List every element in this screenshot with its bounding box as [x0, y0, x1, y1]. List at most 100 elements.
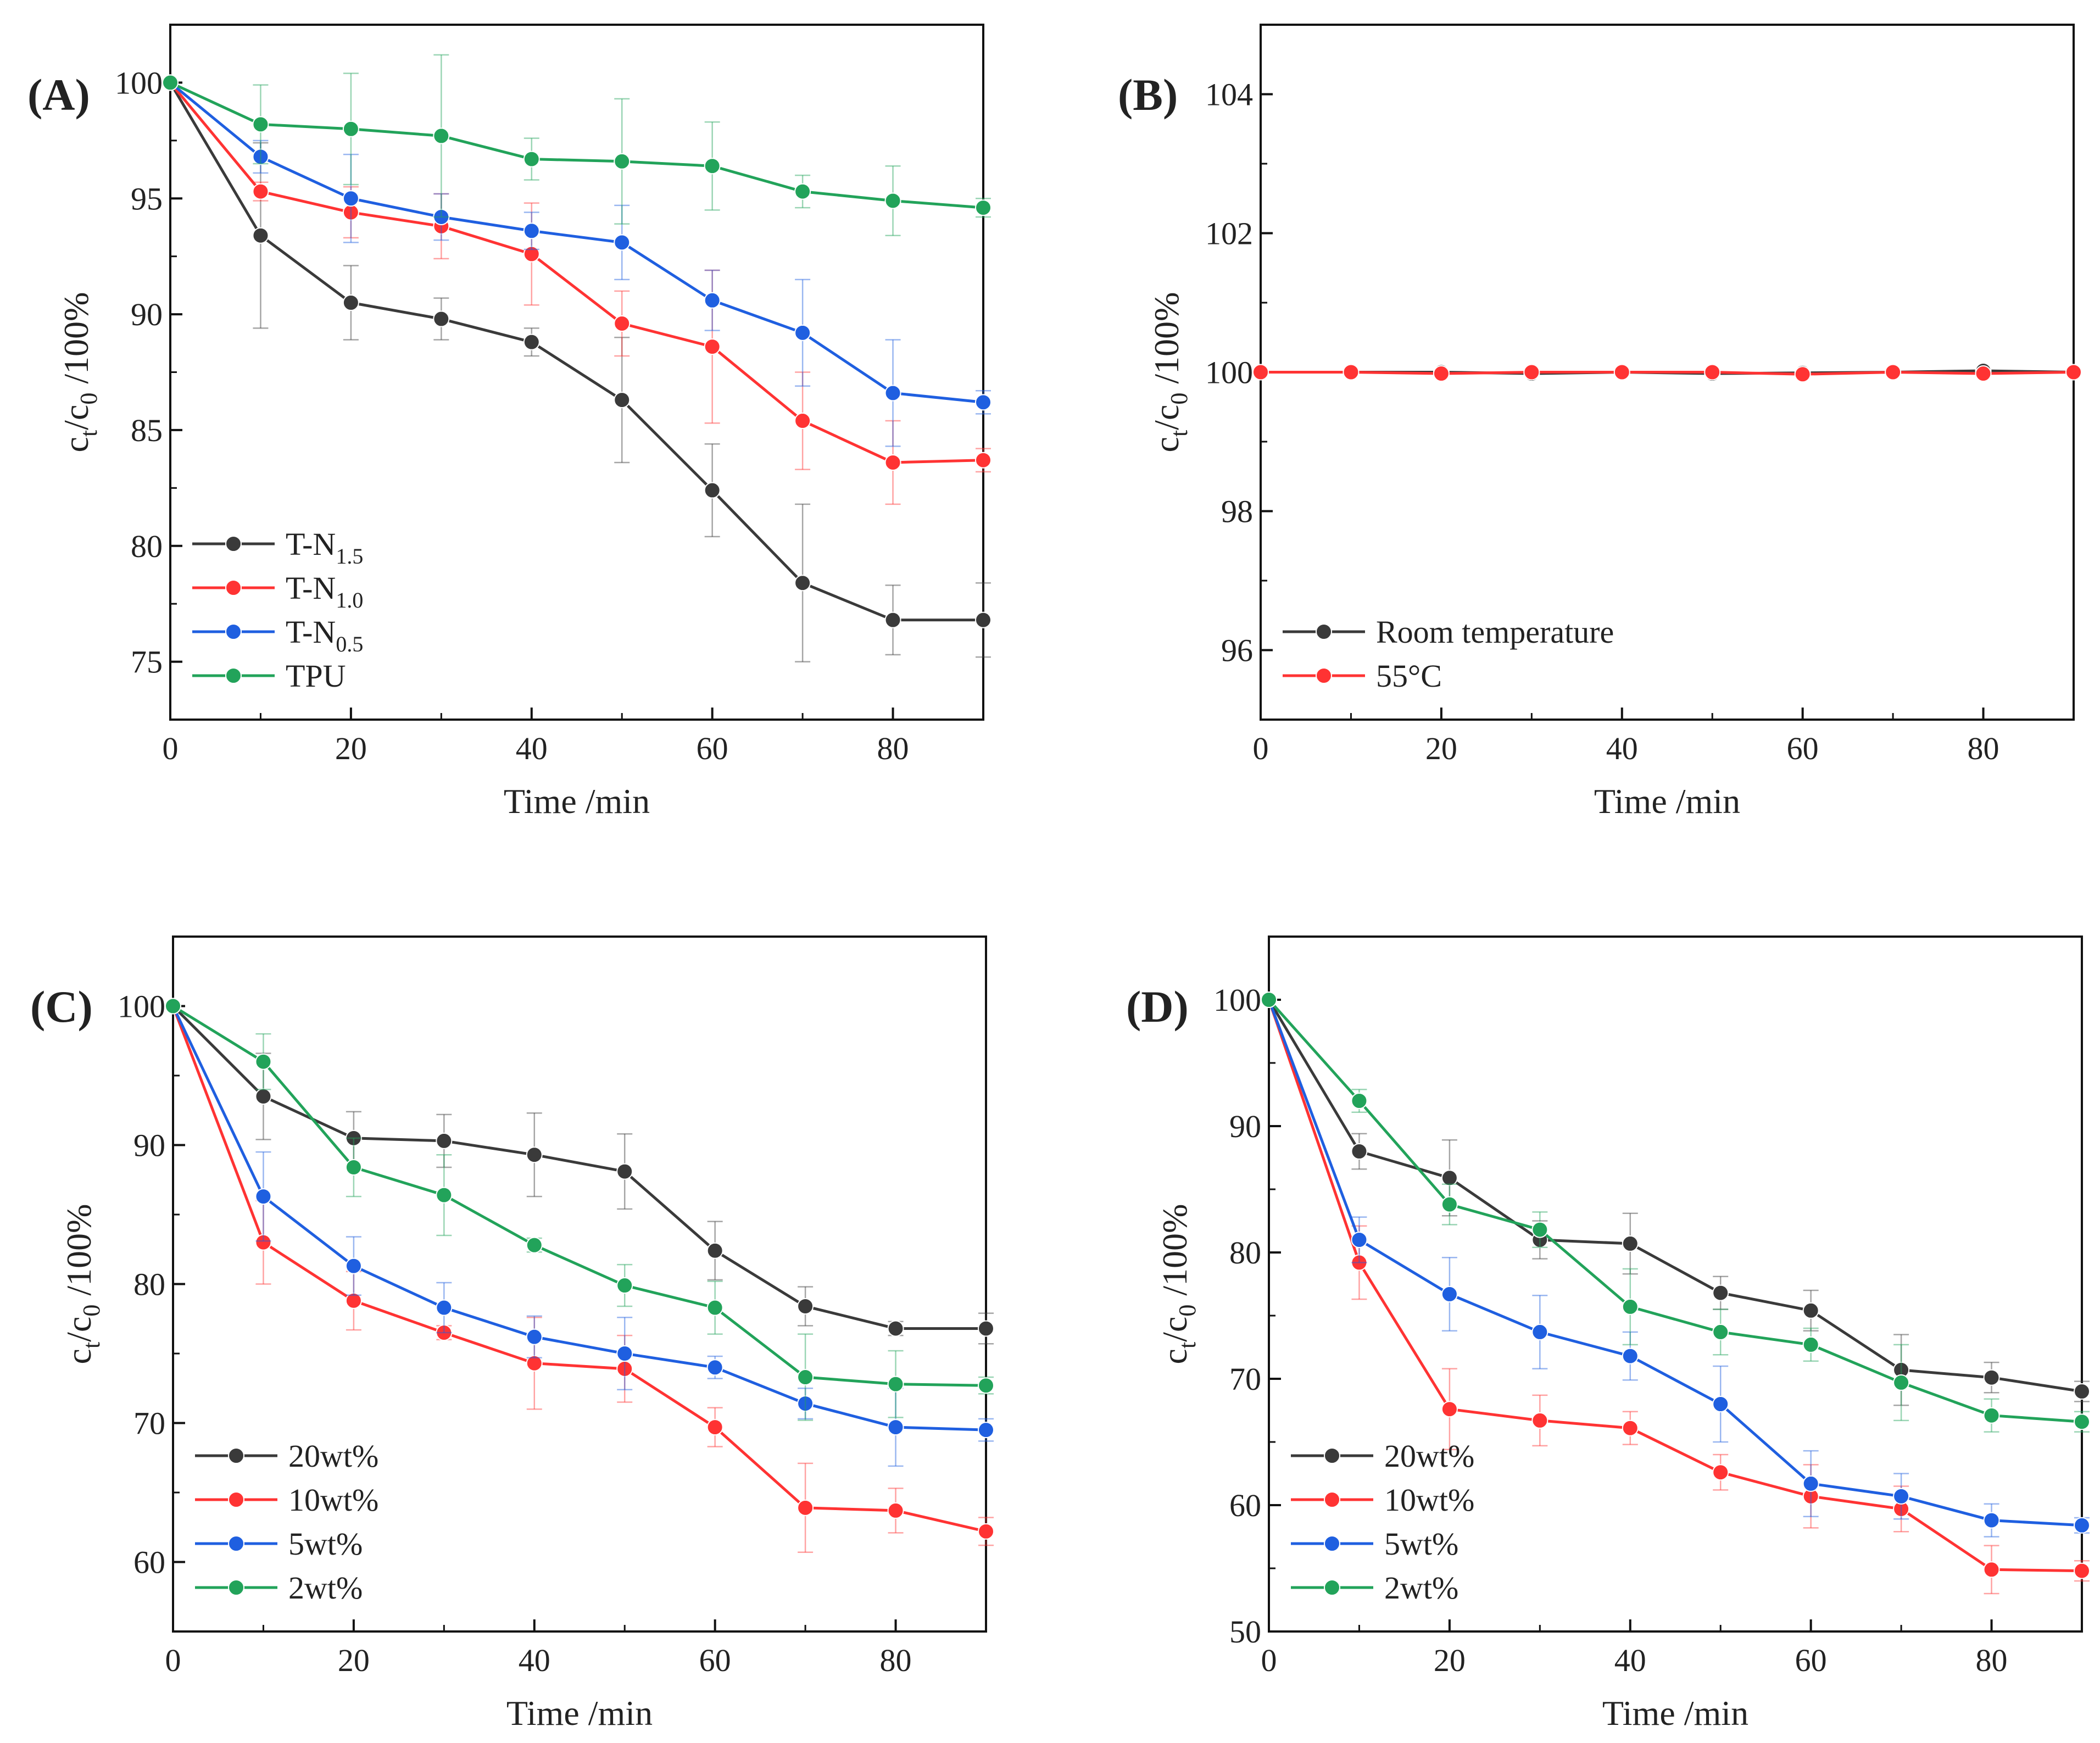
x-tick-label: 60	[1795, 1642, 1827, 1678]
series-line	[169, 82, 983, 622]
data-point	[1802, 1475, 1819, 1492]
y-tick-label: 50	[1229, 1614, 1261, 1650]
y-axis-title: ct/c0 /100%	[59, 1204, 105, 1365]
data-point	[887, 1376, 904, 1393]
data-point	[1622, 1419, 1639, 1436]
legend-label-base: 2wt%	[288, 1570, 363, 1606]
legend-label-base: 55°C	[1376, 658, 1442, 694]
legend-item: T-N1.0	[192, 570, 363, 612]
y-tick-label: 70	[1229, 1361, 1261, 1397]
data-point	[1531, 1221, 1548, 1238]
data-point	[884, 454, 901, 471]
legend-label-base: Room temperature	[1376, 614, 1614, 650]
x-axis-title: Time /min	[1594, 782, 1740, 821]
data-point	[797, 1395, 814, 1412]
legend-label-base: T-N	[286, 614, 336, 650]
legend-item: 10wt%	[1291, 1482, 1474, 1518]
legend-item: T-N0.5	[192, 614, 363, 656]
x-tick-label: 60	[699, 1642, 731, 1678]
data-point	[523, 333, 540, 350]
legend-label-sub: 0.5	[336, 632, 363, 656]
x-axis-title: Time /min	[504, 782, 650, 821]
legend-label: 5wt%	[1384, 1526, 1458, 1562]
x-tick-label: 40	[519, 1642, 550, 1678]
legend-label-sub: 1.0	[336, 588, 363, 612]
data-point	[1794, 366, 1811, 383]
y-tick-label: 90	[1229, 1109, 1261, 1144]
legend-label-base: 20wt%	[1384, 1438, 1474, 1474]
series-20wt%	[1261, 992, 2090, 1406]
data-point	[797, 1297, 814, 1315]
series-line	[1267, 999, 2082, 1527]
legend-swatch-marker	[228, 1447, 244, 1464]
data-point	[797, 1499, 814, 1516]
data-point	[704, 292, 721, 309]
y-tick-label: 80	[133, 1267, 165, 1302]
data-point	[165, 998, 181, 1015]
data-point	[1622, 1235, 1639, 1252]
series-T-N0.5	[162, 74, 991, 447]
series-line	[169, 81, 984, 404]
data-point	[797, 1369, 814, 1386]
series-line	[171, 1005, 987, 1533]
legend-swatch-marker	[225, 667, 242, 684]
data-point	[526, 1328, 543, 1345]
y-tick-label: 90	[133, 1128, 165, 1163]
data-point	[1983, 1369, 2000, 1386]
legend-label-base: 20wt%	[288, 1438, 378, 1474]
series-line	[1268, 999, 2082, 1423]
y-tick-label: 70	[133, 1406, 165, 1441]
legend-swatch-marker	[225, 580, 242, 596]
legend-label: 5wt%	[288, 1526, 363, 1562]
data-point	[1885, 364, 1902, 381]
legend-label-base: 5wt%	[1384, 1526, 1458, 1562]
x-tick-label: 80	[880, 1642, 912, 1678]
data-point	[523, 222, 540, 240]
data-point	[345, 1257, 362, 1274]
data-point	[1441, 1170, 1458, 1187]
data-point	[342, 294, 359, 311]
data-point	[1622, 1298, 1639, 1315]
data-point	[252, 148, 269, 165]
x-tick-label: 20	[335, 731, 367, 766]
data-point	[706, 1359, 723, 1376]
legend-swatch-marker	[225, 536, 242, 552]
data-point	[978, 1377, 994, 1394]
data-point	[2074, 1562, 2090, 1579]
legend-swatch-marker	[228, 1491, 244, 1508]
data-point	[2065, 364, 2082, 381]
y-title-sub-0: 0	[75, 393, 102, 405]
y-tick-label: 102	[1205, 216, 1253, 252]
data-point	[1613, 364, 1630, 381]
y-title-sub-0: 0	[1174, 1305, 1201, 1317]
y-title-sub-t: t	[1174, 1342, 1201, 1349]
data-point	[884, 611, 901, 628]
legend-label-base: 5wt%	[288, 1526, 363, 1562]
data-point	[978, 1320, 994, 1337]
data-point	[1343, 364, 1360, 381]
legend-item: 55°C	[1283, 658, 1442, 694]
legend-swatch-marker	[1324, 1535, 1340, 1552]
data-point	[2074, 1517, 2090, 1534]
series-2wt%	[1261, 992, 2090, 1433]
data-point	[616, 1345, 633, 1362]
data-point	[614, 234, 631, 251]
y-title-sub-t: t	[78, 1342, 105, 1349]
legend-label-base: 10wt%	[288, 1482, 378, 1518]
y-tick-label: 75	[131, 644, 163, 680]
data-point	[616, 1277, 633, 1294]
data-point	[255, 1234, 272, 1251]
data-point	[1983, 1512, 2000, 1529]
data-point	[433, 208, 450, 225]
series-line	[172, 1005, 987, 1387]
series-55°C	[1252, 364, 2082, 383]
y-title-sub-t: t	[1166, 430, 1193, 437]
data-point	[1531, 1412, 1548, 1429]
legend-swatch-marker	[1316, 623, 1332, 640]
data-point	[614, 153, 631, 170]
plot-frame	[1268, 935, 2083, 1633]
y-axis-title-group: ct/c0 /100%	[1147, 292, 1193, 453]
